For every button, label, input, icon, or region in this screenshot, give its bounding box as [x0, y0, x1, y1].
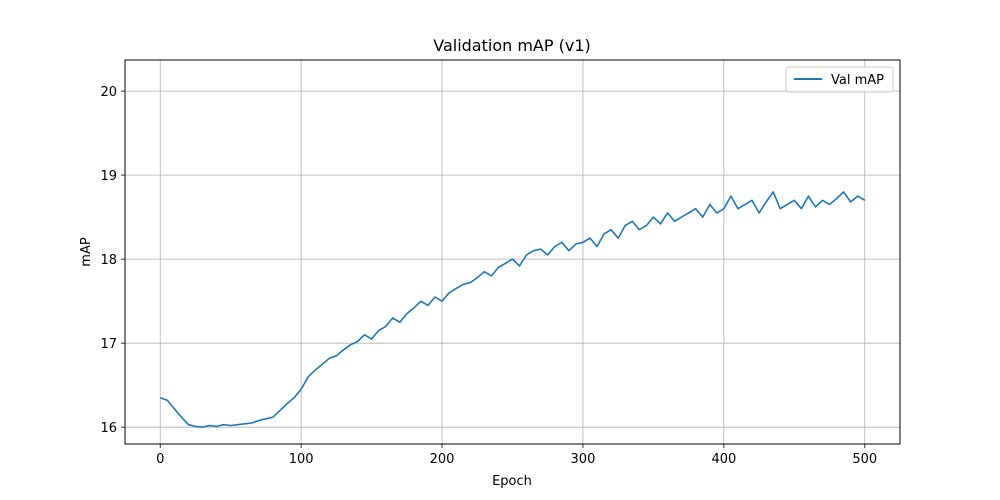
y-tick-label: 20: [100, 85, 117, 100]
grid: [125, 60, 900, 444]
y-tick-label: 17: [100, 337, 117, 352]
x-axis-label: Epoch: [492, 474, 532, 489]
y-axis-label: mAP: [79, 237, 94, 267]
x-tick-label: 300: [571, 452, 596, 467]
y-axis-ticks: 16 17 18 19 20: [100, 85, 125, 436]
series-layer: [159, 191, 866, 429]
series-line-val-map: [159, 191, 866, 429]
x-tick-label: 100: [289, 452, 314, 467]
y-tick-label: 16: [100, 421, 117, 436]
x-tick-label: 200: [430, 452, 455, 467]
legend: Val mAP: [785, 66, 894, 93]
legend-box: [785, 66, 894, 93]
y-tick-label: 18: [100, 253, 117, 268]
chart-title: Validation mAP (v1): [433, 36, 591, 55]
x-tick-label: 0: [156, 452, 164, 467]
x-axis-ticks: 0 100 200 300 400 500: [156, 444, 877, 467]
y-tick-label: 19: [100, 169, 117, 184]
x-tick-label: 500: [852, 452, 877, 467]
x-tick-label: 400: [711, 452, 736, 467]
plot-frame: [124, 59, 901, 445]
legend-label-val-map: Val mAP: [831, 73, 884, 88]
